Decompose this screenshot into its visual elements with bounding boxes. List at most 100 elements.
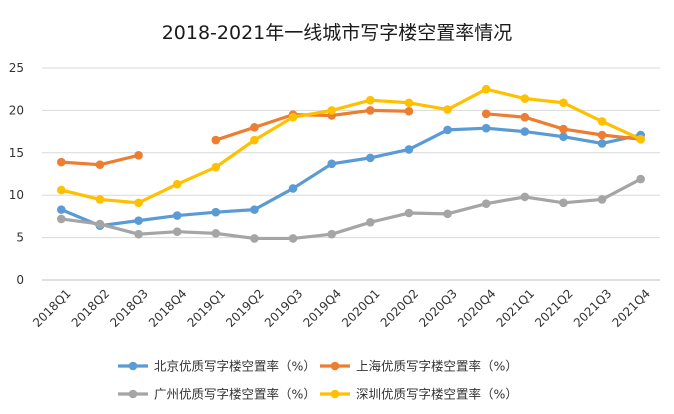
y-tick-label: 10 [9,188,24,202]
x-axis-ticks: 2018Q12018Q22018Q32018Q42019Q12019Q22019… [30,286,653,330]
data-point [172,179,182,189]
y-tick-label: 15 [9,146,24,160]
data-point [559,132,568,141]
x-tick-label: 2020Q3 [416,286,460,330]
data-point [95,195,105,204]
data-point [597,117,607,126]
data-point [520,192,530,202]
data-point [57,205,66,214]
legend-item: 深圳优质写字楼空置率（%） [320,387,518,402]
data-point [327,106,336,115]
data-point [250,135,259,145]
data-point [366,218,375,227]
data-point [520,127,530,136]
data-point [134,198,143,208]
x-tick-label: 2021Q3 [571,286,615,330]
data-point [366,106,375,115]
data-point [404,98,414,108]
data-point [481,199,491,208]
legend-item: 北京优质写字楼空置率（%） [118,359,316,374]
data-point [57,214,66,224]
series-line [59,87,643,205]
x-tick-label: 2019Q2 [223,286,267,330]
legend-label: 上海优质写字楼空置率（%） [356,359,518,374]
series-4 [57,84,645,208]
data-point [481,109,491,119]
x-tick-label: 2019Q3 [262,286,306,330]
data-point [288,234,298,243]
data-point [250,123,259,132]
series-line [59,126,643,228]
legend-label: 北京优质写字楼空置率（%） [154,359,316,374]
x-tick-label: 2020Q2 [378,286,422,330]
data-point [443,105,452,114]
legend-swatch-marker [128,389,138,399]
data-point [57,185,66,195]
y-axis-ticks: 0 5 10 15 20 25 [9,61,24,287]
data-point [95,160,105,169]
series-layer [57,84,645,243]
x-tick-label: 2018Q1 [30,286,74,330]
data-point [366,95,375,105]
series-line [59,177,643,241]
x-tick-label: 2018Q3 [107,286,151,330]
data-point [636,174,645,184]
data-point [250,234,259,243]
x-tick-label: 2021Q2 [532,286,576,330]
data-point [443,209,452,219]
data-point [366,153,375,163]
x-tick-label: 2018Q2 [69,286,113,330]
data-point [520,94,530,103]
x-tick-label: 2019Q4 [300,286,344,330]
data-point [95,219,105,229]
data-point [559,124,568,134]
chart-title: 2018-2021年一线城市写字楼空置率情况 [162,22,513,44]
y-tick-label: 20 [9,103,24,117]
data-point [327,229,336,239]
y-tick-label: 5 [16,231,24,245]
data-point [172,227,182,236]
data-point [134,151,143,160]
data-point [134,216,143,225]
data-point [404,106,414,116]
data-point [520,112,530,122]
legend-label: 广州优质写字楼空置率（%） [154,387,316,402]
x-tick-label: 2020Q1 [339,286,383,330]
series-3 [57,174,645,243]
gridlines [42,67,660,281]
data-point [172,211,182,220]
data-point [597,130,607,140]
data-point [481,84,491,94]
data-point [597,139,607,148]
data-point [288,112,298,122]
legend-swatch-marker [330,361,340,371]
data-point [481,123,491,133]
data-point [559,98,568,108]
data-point [327,159,336,169]
data-point [443,125,452,135]
data-point [597,195,607,204]
legend-label: 深圳优质写字楼空置率（%） [356,387,518,402]
legend-item: 上海优质写字楼空置率（%） [320,359,518,374]
data-point [211,135,221,145]
data-point [559,198,568,208]
legend: 北京优质写字楼空置率（%） 上海优质写字楼空置率（%） 广州优质写字楼空置率（%） 深… [118,359,518,402]
legend-swatch-marker [330,389,340,399]
y-tick-label: 25 [9,61,24,75]
y-tick-label: 0 [16,273,24,287]
x-tick-label: 2018Q4 [146,286,190,330]
data-point [636,134,645,144]
legend-item: 广州优质写字楼空置率（%） [118,387,316,402]
data-point [288,184,298,193]
x-tick-label: 2021Q4 [609,286,653,330]
data-point [211,229,221,238]
series-1 [57,123,645,231]
data-point [404,208,414,218]
data-point [211,162,221,172]
legend-swatch-marker [128,361,138,371]
x-tick-label: 2019Q1 [185,286,229,330]
x-tick-label: 2021Q1 [494,286,538,330]
data-point [250,205,259,214]
x-tick-label: 2020Q4 [455,286,499,330]
